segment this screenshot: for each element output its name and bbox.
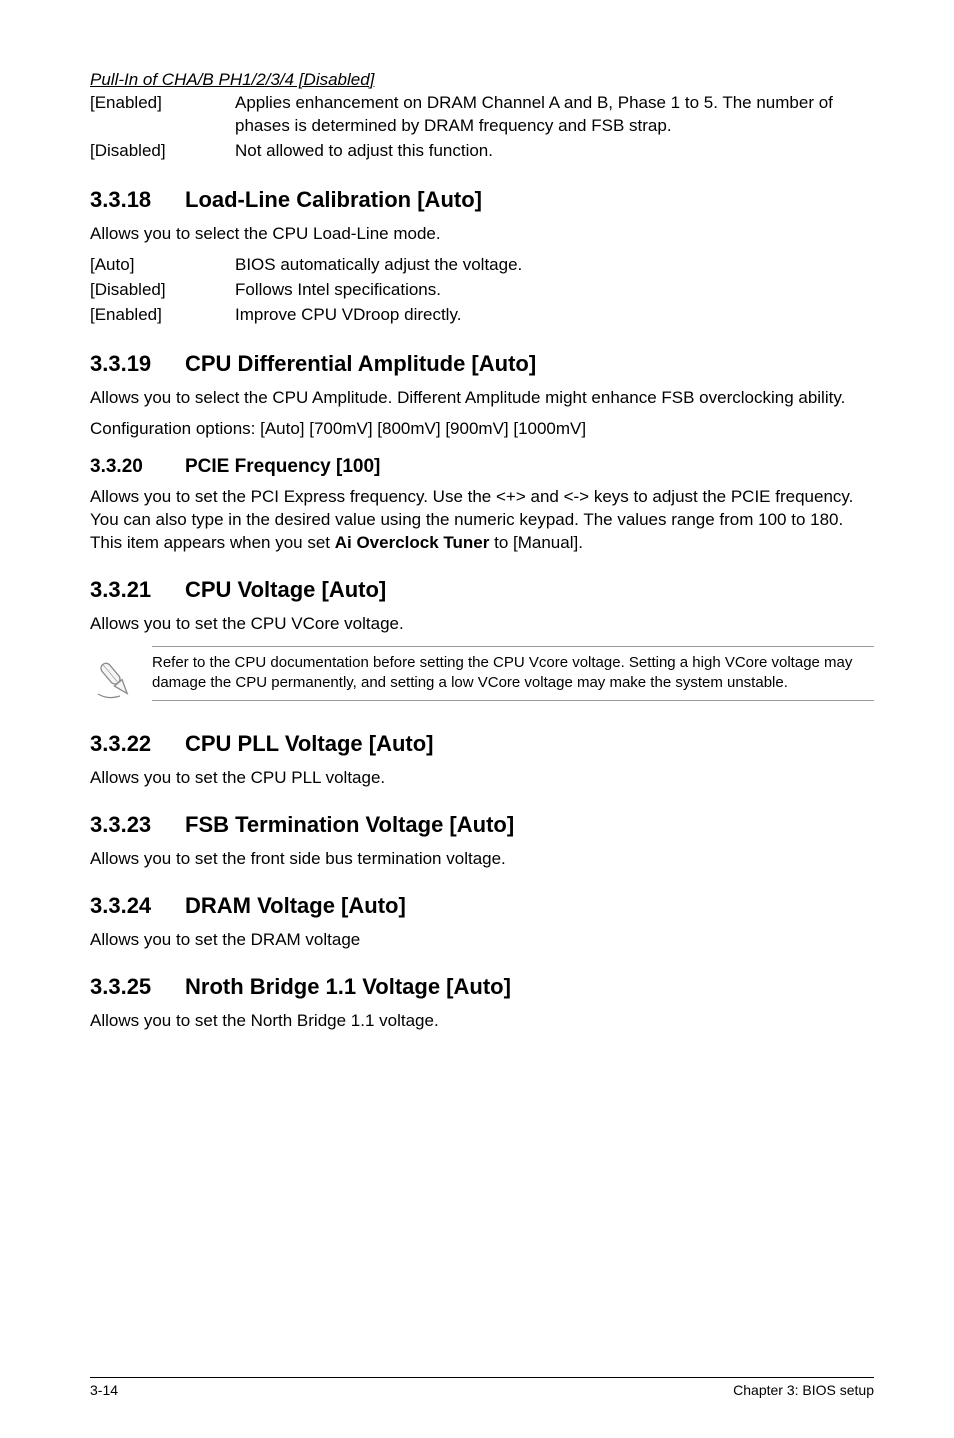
section-number: 3.3.21 — [90, 577, 185, 603]
def-row: [Enabled] Improve CPU VDroop directly. — [90, 304, 522, 329]
section-title: CPU Voltage [Auto] — [185, 577, 386, 602]
section-heading: 3.3.19CPU Differential Amplitude [Auto] — [90, 351, 874, 377]
section-heading: 3.3.24DRAM Voltage [Auto] — [90, 893, 874, 919]
section-heading: 3.3.25Nroth Bridge 1.1 Voltage [Auto] — [90, 974, 874, 1000]
definition-list: [Auto] BIOS automatically adjust the vol… — [90, 254, 522, 329]
section-number: 3.3.25 — [90, 974, 185, 1000]
section-title: DRAM Voltage [Auto] — [185, 893, 406, 918]
definition-list: [Enabled] Applies enhancement on DRAM Ch… — [90, 92, 874, 165]
paragraph: Allows you to set the PCI Express freque… — [90, 486, 874, 555]
note-block: Refer to the CPU documentation before se… — [90, 646, 874, 709]
def-def: Applies enhancement on DRAM Channel A an… — [235, 92, 874, 140]
paragraph: Allows you to set the North Bridge 1.1 v… — [90, 1010, 874, 1033]
paragraph: Configuration options: [Auto] [700mV] [8… — [90, 418, 874, 441]
page-footer: 3-14 Chapter 3: BIOS setup — [90, 1377, 874, 1398]
section-title: Nroth Bridge 1.1 Voltage [Auto] — [185, 974, 511, 999]
section-number: 3.3.18 — [90, 187, 185, 213]
def-def: Follows Intel specifications. — [235, 279, 522, 304]
note-text-container: Refer to the CPU documentation before se… — [152, 646, 874, 701]
def-term: [Disabled] — [90, 140, 235, 165]
def-def: BIOS automatically adjust the voltage. — [235, 254, 522, 279]
def-def: Improve CPU VDroop directly. — [235, 304, 522, 329]
def-term: [Auto] — [90, 254, 235, 279]
section-number: 3.3.19 — [90, 351, 185, 377]
page-number: 3-14 — [90, 1382, 118, 1398]
note-text: Refer to the CPU documentation before se… — [152, 653, 874, 694]
chapter-label: Chapter 3: BIOS setup — [733, 1382, 874, 1398]
section-number: 3.3.23 — [90, 812, 185, 838]
section-heading: 3.3.23FSB Termination Voltage [Auto] — [90, 812, 874, 838]
section-heading: 3.3.22CPU PLL Voltage [Auto] — [90, 731, 874, 757]
section-heading: 3.3.18Load-Line Calibration [Auto] — [90, 187, 874, 213]
def-row: [Disabled] Follows Intel specifications. — [90, 279, 522, 304]
section-number: 3.3.24 — [90, 893, 185, 919]
def-row: [Auto] BIOS automatically adjust the vol… — [90, 254, 522, 279]
def-row: [Disabled] Not allowed to adjust this fu… — [90, 140, 874, 165]
def-term: [Enabled] — [90, 92, 235, 140]
section-title: CPU Differential Amplitude [Auto] — [185, 351, 536, 376]
paragraph: Allows you to set the front side bus ter… — [90, 848, 874, 871]
section-title: CPU PLL Voltage [Auto] — [185, 731, 434, 756]
paragraph: Allows you to set the CPU PLL voltage. — [90, 767, 874, 790]
paragraph: Allows you to select the CPU Load-Line m… — [90, 223, 874, 246]
section-heading: 3.3.21CPU Voltage [Auto] — [90, 577, 874, 603]
pencil-icon — [90, 646, 152, 709]
paragraph: Allows you to set the DRAM voltage — [90, 929, 874, 952]
para-text: to [Manual]. — [489, 533, 583, 552]
section-number: 3.3.20 — [90, 456, 185, 478]
paragraph: Allows you to set the CPU VCore voltage. — [90, 613, 874, 636]
section-title: Load-Line Calibration [Auto] — [185, 187, 482, 212]
subsection-heading: Pull-In of CHA/B PH1/2/3/4 [Disabled] — [90, 70, 874, 90]
section-title: FSB Termination Voltage [Auto] — [185, 812, 514, 837]
def-term: [Disabled] — [90, 279, 235, 304]
section-heading: 3.3.20PCIE Frequency [100] — [90, 456, 874, 478]
section-title: PCIE Frequency [100] — [185, 456, 380, 477]
para-bold: Ai Overclock Tuner — [335, 533, 490, 552]
def-def: Not allowed to adjust this function. — [235, 140, 874, 165]
def-term: [Enabled] — [90, 304, 235, 329]
paragraph: Allows you to select the CPU Amplitude. … — [90, 387, 874, 410]
section-number: 3.3.22 — [90, 731, 185, 757]
def-row: [Enabled] Applies enhancement on DRAM Ch… — [90, 92, 874, 140]
